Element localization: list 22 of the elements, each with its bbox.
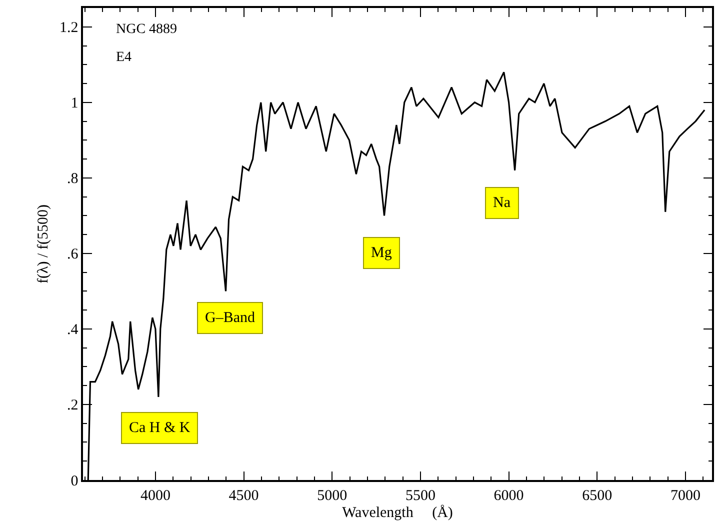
annotation: Na [493,195,511,211]
y-tick-label: 1 [70,96,78,112]
x-tick-label: 6500 [582,488,612,504]
x-tick-label: 7000 [670,488,700,504]
annotation: Ca H & K [129,420,190,436]
annotation: E4 [116,50,132,65]
y-tick-label: .6 [67,246,79,263]
x-tick-label: 5500 [405,488,436,504]
annotation: G–Band [205,310,256,326]
x-tick-label: 5000 [317,488,348,504]
y-axis-title: f(λ) / f(5500) [35,204,52,284]
annotation: Mg [371,245,392,261]
x-tick-label: 4500 [228,488,259,504]
y-tick-label: .2 [67,398,78,414]
x-tick-label: 6000 [494,488,524,504]
x-tick-label: 4000 [140,488,170,504]
y-tick-label: .8 [67,171,78,188]
annotation: NGC 4889 [116,22,178,37]
y-tick-label: 0 [70,473,78,490]
y-tick-label: .4 [67,322,79,338]
x-axis-title: Wavelength (Å) [342,504,453,521]
y-tick-label: 1.2 [60,20,78,36]
